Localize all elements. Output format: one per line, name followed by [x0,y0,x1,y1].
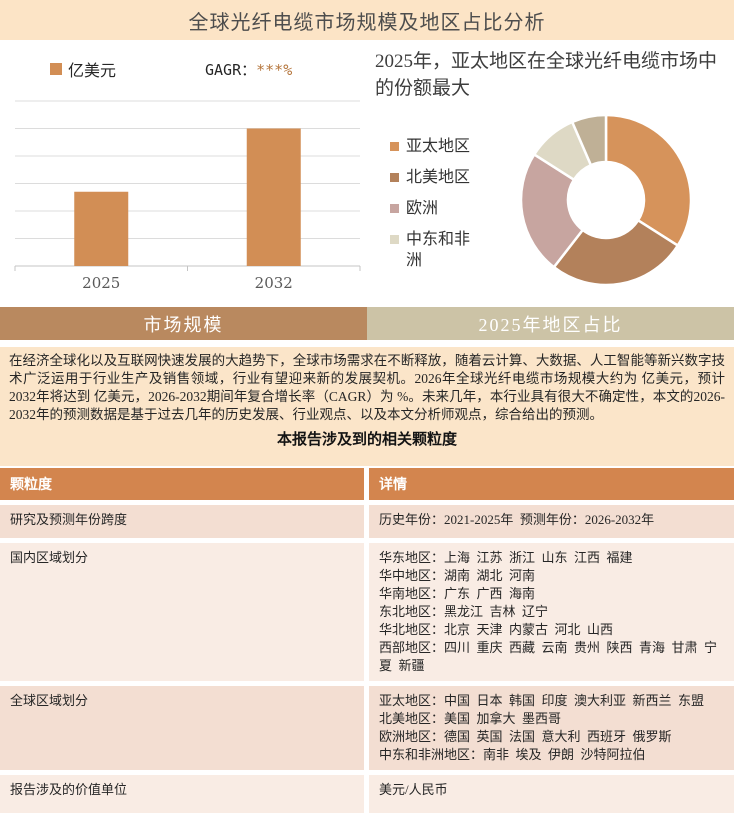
cagr-annotation: GAGR：***% [205,59,292,80]
row-label: 全球区域划分 [0,686,364,770]
granularity-table: 颗粒度 详情 研究及预测年份跨度 历史年份：2021-2025年 预测年份：20… [0,468,734,818]
row-detail: 美元/人民币 [369,775,734,813]
table-row: 国内区域划分 华东地区：上海 江苏 浙江 山东 江西 福建 华中地区：湖南 湖北… [0,543,734,681]
granularity-table-title: 本报告涉及到的相关颗粒度 [276,431,457,448]
donut-chart [519,113,693,287]
column-header-detail: 详情 [369,468,734,500]
donut-chart-heading: 2025年，亚太地区在全球光纤电缆市场中的份额最大 [375,51,718,99]
donut-chart-legend: 亚太地区 北美地区 欧洲 中东和非洲 [390,136,502,281]
legend-swatch-icon [390,235,399,244]
row-detail: 华东地区：上海 江苏 浙江 山东 江西 福建 华中地区：湖南 湖北 河南 华南地… [369,543,734,681]
table-row: 研究及预测年份跨度 历史年份：2021-2025年 预测年份：2026-2032… [0,505,734,538]
bar-chart: 2025 2032 [14,100,361,292]
legend-item-label: 北美地区 [406,169,471,186]
table-row: 报告涉及的价值单位 美元/人民币 [0,775,734,813]
svg-text:2032: 2032 [255,274,293,292]
legend-swatch-icon [50,63,62,75]
tab-bar: 市场规模 2025年地区占比 [0,307,734,340]
table-header-row: 颗粒度 详情 [0,468,734,500]
row-detail: 亚太地区：中国 日本 韩国 印度 澳大利亚 新西兰 东盟 北美地区：美国 加拿大… [369,686,734,770]
legend-swatch-icon [390,204,399,213]
row-detail: 历史年份：2021-2025年 预测年份：2026-2032年 [369,505,734,538]
cagr-value: ***% [256,61,293,79]
tab-region-share-2025[interactable]: 2025年地区占比 [367,307,734,340]
intro-section: 在经济全球化以及互联网快速发展的大趋势下，全球市场需求在不断释放，随着云计算、大… [0,347,734,466]
legend-item: 中东和非洲 [390,229,502,271]
legend-swatch-icon [390,142,399,151]
legend-item: 欧洲 [390,198,502,219]
legend-swatch-icon [390,173,399,182]
tab-market-size[interactable]: 市场规模 [0,307,367,340]
bar-chart-legend: 亿美元 [50,57,116,81]
svg-text:2025: 2025 [82,274,120,292]
row-label: 研究及预测年份跨度 [0,505,364,538]
legend-item: 亚太地区 [390,136,502,157]
legend-item-label: 中东和非洲 [406,231,471,269]
row-label: 国内区域划分 [0,543,364,681]
legend-item-label: 欧洲 [406,200,439,217]
legend-item-label: 亚太地区 [406,138,471,155]
bar-legend-label: 亿美元 [68,63,117,80]
page-title: 全球光纤电缆市场规模及地区占比分析 [0,0,734,40]
intro-paragraph: 在经济全球化以及互联网快速发展的大趋势下，全球市场需求在不断释放，随着云计算、大… [9,353,725,422]
legend-item: 北美地区 [390,167,502,188]
table-row: 全球区域划分 亚太地区：中国 日本 韩国 印度 澳大利亚 新西兰 东盟 北美地区… [0,686,734,770]
row-label: 报告涉及的价值单位 [0,775,364,813]
column-header-granularity: 颗粒度 [0,468,364,500]
cagr-label: GAGR： [205,61,257,79]
